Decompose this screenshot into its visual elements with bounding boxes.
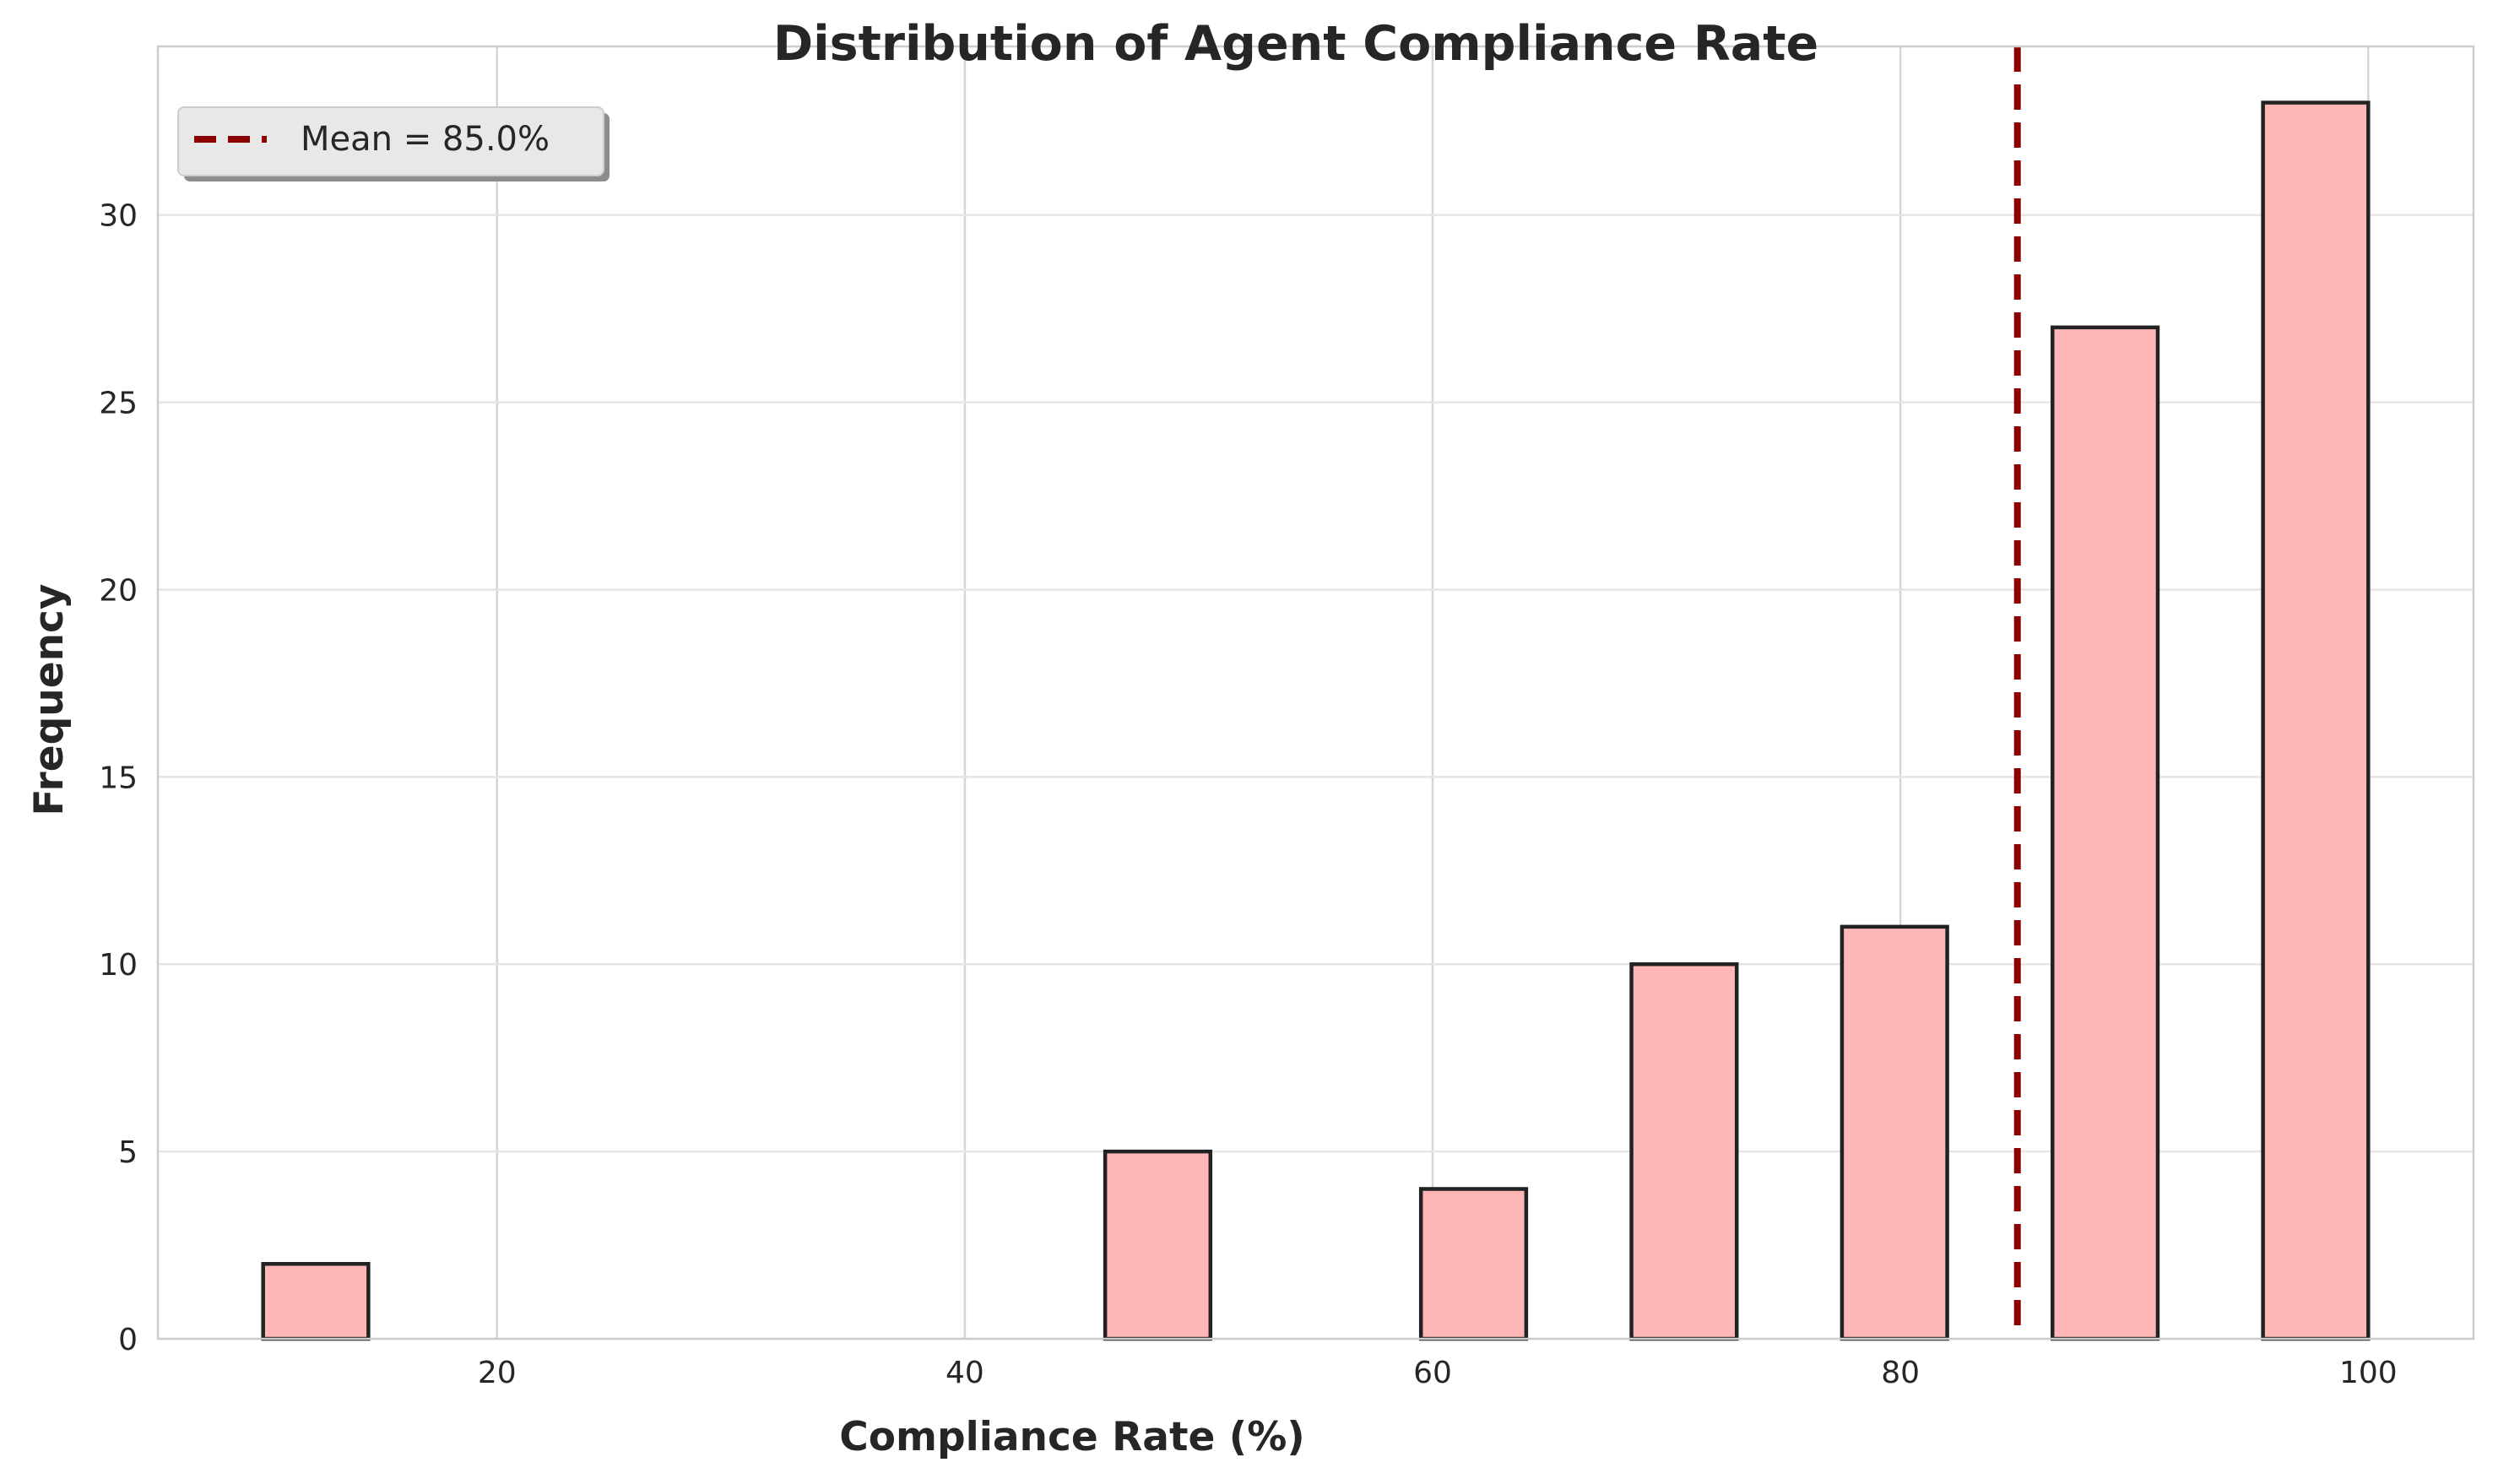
x-tick-label: 80 bbox=[1881, 1356, 1920, 1390]
x-axis-label: Compliance Rate (%) bbox=[839, 1414, 1305, 1460]
y-tick-label: 5 bbox=[118, 1135, 138, 1170]
legend: Mean = 85.0% bbox=[177, 106, 610, 181]
y-tick-label: 20 bbox=[99, 573, 138, 608]
histogram-bar bbox=[2261, 100, 2371, 1341]
x-tick-label: 40 bbox=[946, 1356, 984, 1390]
x-tick-labels: 20 40 60 80 100 bbox=[478, 1356, 2398, 1390]
histogram-bar bbox=[261, 1261, 371, 1341]
y-tick-label: 15 bbox=[99, 761, 138, 795]
y-tick-label: 25 bbox=[99, 387, 138, 421]
histogram-bar bbox=[1840, 924, 1949, 1341]
legend-box bbox=[177, 106, 604, 176]
histogram-bar bbox=[1103, 1149, 1213, 1341]
histogram-bar bbox=[1629, 961, 1739, 1341]
y-axis-label: Frequency bbox=[26, 583, 73, 815]
plot-frame bbox=[156, 45, 2475, 1340]
histogram-bar bbox=[1418, 1187, 1529, 1341]
histogram-bars bbox=[261, 100, 2371, 1341]
x-tick-label: 20 bbox=[478, 1356, 517, 1390]
x-tick-label: 60 bbox=[1413, 1356, 1452, 1390]
y-tick-label: 0 bbox=[118, 1323, 138, 1357]
y-tick-labels: 0 5 10 15 20 25 30 bbox=[99, 199, 138, 1357]
y-tick-label: 10 bbox=[99, 948, 138, 983]
legend-label: Mean = 85.0% bbox=[301, 120, 550, 159]
chart-title: Distribution of Agent Compliance Rate bbox=[773, 16, 1818, 72]
histogram-bar bbox=[2051, 325, 2160, 1341]
y-tick-label: 30 bbox=[99, 199, 138, 234]
x-tick-label: 100 bbox=[2339, 1356, 2398, 1390]
